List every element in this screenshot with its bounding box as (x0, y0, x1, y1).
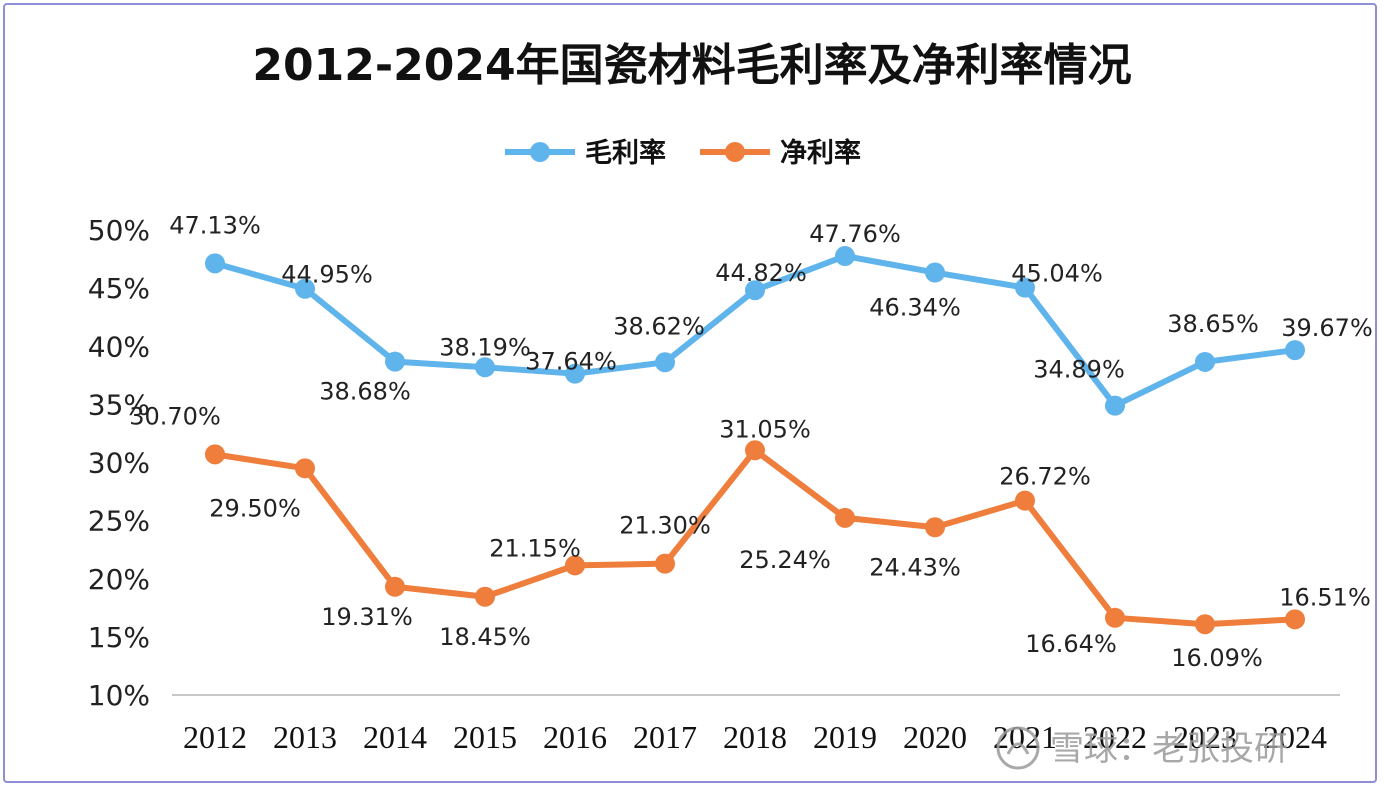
y-tick-label: 15% (88, 621, 150, 654)
x-axis: 2012 2013 2014 2015 2016 2017 2018 2019 2020 2021… (172, 694, 1340, 755)
data-point (1195, 614, 1215, 635)
data-label: 38.68% (319, 378, 411, 406)
series-line (214, 447, 1296, 628)
data-point (205, 253, 225, 274)
data-point (475, 586, 495, 607)
data-point (925, 517, 945, 538)
data-label: 45.04% (1011, 260, 1103, 288)
data-label: 16.64% (1025, 630, 1117, 658)
legend-swatch-marker (725, 142, 745, 162)
data-point (565, 363, 585, 384)
data-point (385, 576, 405, 597)
data-label: 25.24% (739, 546, 831, 574)
data-label: 38.65% (1167, 310, 1259, 338)
data-label: 44.82% (715, 259, 807, 287)
data-point (1105, 395, 1125, 416)
y-tick-label: 45% (88, 272, 150, 305)
data-point (1195, 351, 1215, 372)
data-label: 26.72% (999, 463, 1091, 491)
y-tick-label: 40% (88, 330, 150, 363)
data-point (385, 351, 405, 372)
legend: 毛利率 净利率 (505, 137, 861, 169)
legend-label: 净利率 (780, 137, 861, 169)
y-axis: 10% 15% 20% 25% 30% 35% 40% 45% 50% (88, 214, 150, 712)
x-tick-label: 2015 (453, 719, 517, 755)
data-point (1015, 490, 1035, 511)
snowball-logo-icon (996, 726, 1040, 770)
data-point (295, 278, 315, 299)
data-point (295, 458, 315, 479)
data-label: 44.95% (281, 261, 373, 289)
data-label: 24.43% (869, 553, 961, 581)
data-label: 31.05% (719, 415, 811, 443)
y-tick-label: 10% (88, 679, 150, 712)
x-tick-label: 2022 (1083, 719, 1147, 755)
y-tick-label: 35% (88, 388, 150, 421)
x-tick-label: 2020 (903, 719, 967, 755)
data-label: 38.19% (439, 333, 531, 361)
data-point (835, 246, 855, 267)
data-point (655, 553, 675, 574)
x-tick-label: 2016 (543, 719, 607, 755)
y-tick-label: 20% (88, 563, 150, 596)
data-label: 39.67% (1281, 314, 1373, 342)
x-tick-label: 2017 (633, 719, 697, 755)
data-point (1015, 277, 1035, 298)
data-label: 47.76% (809, 220, 901, 248)
data-label: 29.50% (209, 494, 301, 522)
data-label: 37.64% (525, 348, 617, 376)
watermark: 雪球：老张投研 (996, 726, 1288, 770)
x-tick-label: 2019 (813, 719, 877, 755)
chart-title: 2012-2024年国瓷材料毛利率及净利率情况 (252, 40, 1131, 91)
data-labels: 47.13% 44.95% 38.68% 38.19%37.64% 38.62% 44.8… (129, 211, 1373, 672)
data-point (655, 352, 675, 373)
watermark-text: 雪球：老张投研 (1050, 729, 1288, 769)
x-tick-label: 2018 (723, 719, 787, 755)
data-point (475, 357, 495, 378)
x-tick-label: 2024 (1263, 719, 1327, 755)
data-point (745, 440, 765, 461)
data-label: 21.15% (489, 534, 581, 562)
data-label: 21.30% (619, 512, 711, 540)
chart-frame (3, 3, 1377, 783)
data-label: 16.09% (1171, 644, 1263, 672)
data-label: 47.13% (169, 211, 261, 239)
data-label: 38.62% (613, 312, 705, 340)
x-tick-label: 2014 (363, 719, 427, 755)
data-point (745, 280, 765, 301)
data-point (835, 507, 855, 528)
data-label: 19.31% (321, 603, 413, 631)
data-label: 16.51% (1279, 583, 1371, 611)
data-point (925, 262, 945, 283)
x-tick-label: 2023 (1173, 719, 1237, 755)
data-point (205, 444, 225, 465)
y-tick-label: 50% (88, 214, 150, 247)
x-tick-label: 2012 (183, 719, 247, 755)
legend-label: 毛利率 (585, 137, 666, 169)
data-label: 34.89% (1033, 356, 1125, 384)
data-point (565, 555, 585, 576)
y-tick-label: 30% (88, 447, 150, 480)
data-point (1105, 607, 1125, 628)
data-point (1285, 340, 1305, 361)
y-tick-label: 25% (88, 505, 150, 538)
legend-swatch-marker (530, 142, 550, 162)
data-label: 30.70% (129, 402, 221, 430)
data-label: 46.34% (869, 294, 961, 322)
x-tick-label: 2013 (273, 719, 337, 755)
plot-area (205, 246, 1305, 635)
data-point (1285, 609, 1305, 630)
data-label: 18.45% (439, 623, 531, 651)
